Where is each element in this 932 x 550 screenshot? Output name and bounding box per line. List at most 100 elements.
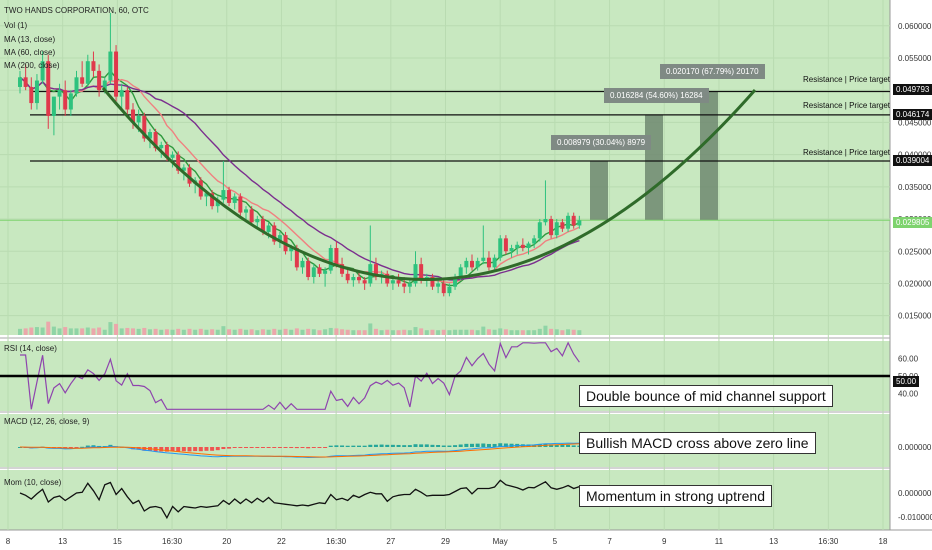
macd-histogram-bar xyxy=(453,445,458,447)
macd-histogram-bar xyxy=(470,443,474,447)
time-tick-label: 16:30 xyxy=(818,537,839,546)
candle-body xyxy=(170,154,175,158)
price-change-label-1: 0.008979 (30.04%) 8979 xyxy=(551,135,652,150)
volume-bar xyxy=(475,330,480,335)
macd-histogram-bar xyxy=(345,445,350,447)
candle-body xyxy=(537,222,542,239)
macd-histogram-bar xyxy=(328,445,333,447)
candle-body xyxy=(566,215,571,229)
volume-bar xyxy=(549,328,554,335)
candle-body xyxy=(181,167,186,171)
candle-body xyxy=(402,283,407,287)
volume-bar xyxy=(289,329,294,335)
macd-histogram-bar xyxy=(85,445,90,447)
volume-bar xyxy=(526,330,531,335)
macd-histogram-bar xyxy=(441,445,446,447)
candle-body xyxy=(68,93,73,110)
price-tick-label: 0.045000 xyxy=(898,118,932,127)
candle-body xyxy=(453,277,458,287)
candle-body xyxy=(373,264,378,278)
time-tick-label: 29 xyxy=(441,537,450,546)
volume-bar xyxy=(80,328,85,335)
macd-histogram-bar xyxy=(390,444,395,447)
price-target-bar xyxy=(590,161,608,221)
volume-bar xyxy=(470,329,474,335)
macd-histogram-bar xyxy=(277,447,282,448)
rsi-level-tag: 50.00 xyxy=(893,376,920,387)
volume-bar xyxy=(498,328,503,335)
candle-body xyxy=(46,61,51,116)
macd-histogram-bar xyxy=(430,444,435,447)
volume-bar xyxy=(204,329,209,335)
ma60-legend: MA (60, close) xyxy=(4,48,56,57)
macd-histogram-bar xyxy=(181,447,186,452)
volume-bar xyxy=(51,326,56,335)
candle-body xyxy=(272,225,277,242)
volume-bar xyxy=(227,329,232,335)
volume-bar xyxy=(176,328,181,335)
volume-bar xyxy=(554,329,559,335)
time-tick-label: 27 xyxy=(386,537,395,546)
candle-body xyxy=(40,61,45,81)
candle-body xyxy=(266,225,271,232)
candle-body xyxy=(147,132,152,139)
macd-histogram-bar xyxy=(486,443,491,447)
price-tag-resistance-2: 0.046174 xyxy=(893,109,932,120)
resistance-label-3: Resistance | Price target xyxy=(803,148,891,157)
momentum-tick-label: -0.010000 xyxy=(898,513,932,522)
candle-body xyxy=(238,196,243,213)
time-tick-label: 8 xyxy=(6,537,11,546)
macd-tick-label: 0.000000 xyxy=(898,443,932,452)
volume-bar xyxy=(29,327,34,335)
macd-histogram-bar xyxy=(266,447,271,448)
macd-histogram-bar xyxy=(159,447,164,452)
time-tick-label: 15 xyxy=(113,537,122,546)
macd-histogram-bar xyxy=(549,444,554,447)
macd-histogram-bar xyxy=(503,443,508,447)
candle-body xyxy=(560,222,565,229)
resistance-label-1: Resistance | Price target xyxy=(803,75,891,84)
macd-histogram-bar xyxy=(379,444,384,447)
volume-bar xyxy=(232,329,237,335)
candle-body xyxy=(503,238,508,252)
rsi-tick-label: 60.00 xyxy=(898,355,919,364)
price-tag-resistance-1: 0.049793 xyxy=(893,84,932,95)
macd-histogram-bar xyxy=(566,444,571,447)
macd-histogram-bar xyxy=(249,447,254,448)
volume-bar xyxy=(357,330,361,335)
candle-body xyxy=(159,144,164,149)
candle-body xyxy=(362,280,367,284)
candle-body xyxy=(277,235,282,242)
macd-histogram-bar xyxy=(97,445,102,447)
candle-body xyxy=(470,260,474,268)
volume-bar xyxy=(260,329,265,335)
volume-bar xyxy=(503,329,508,335)
macd-histogram-bar xyxy=(407,445,412,447)
volume-bar xyxy=(102,329,107,335)
volume-bar xyxy=(221,326,226,335)
volume-bar xyxy=(543,325,548,335)
candle-body xyxy=(509,248,514,252)
volume-bar xyxy=(68,328,73,335)
candle-body xyxy=(577,220,582,226)
macd-histogram-bar xyxy=(362,445,367,447)
macd-histogram-bar xyxy=(373,444,378,447)
volume-bar xyxy=(560,330,565,335)
macd-histogram-bar xyxy=(187,447,192,452)
volume-bar xyxy=(424,330,429,335)
volume-bar xyxy=(362,330,367,335)
volume-bar xyxy=(210,329,215,335)
candle-body xyxy=(176,154,181,171)
time-tick-label: 18 xyxy=(879,537,888,546)
candle-body xyxy=(317,267,322,274)
volume-bar xyxy=(407,330,412,335)
volume-bar xyxy=(187,328,192,335)
volume-bar xyxy=(340,329,345,335)
candle-body xyxy=(187,167,192,184)
time-tick-label: 7 xyxy=(607,537,612,546)
price-tick-label: 0.025000 xyxy=(898,247,932,256)
candle-body xyxy=(498,238,503,258)
volume-bar xyxy=(136,328,141,335)
price-change-label-3: 0.020170 (67.79%) 20170 xyxy=(660,64,765,79)
volume-bar xyxy=(481,326,486,335)
